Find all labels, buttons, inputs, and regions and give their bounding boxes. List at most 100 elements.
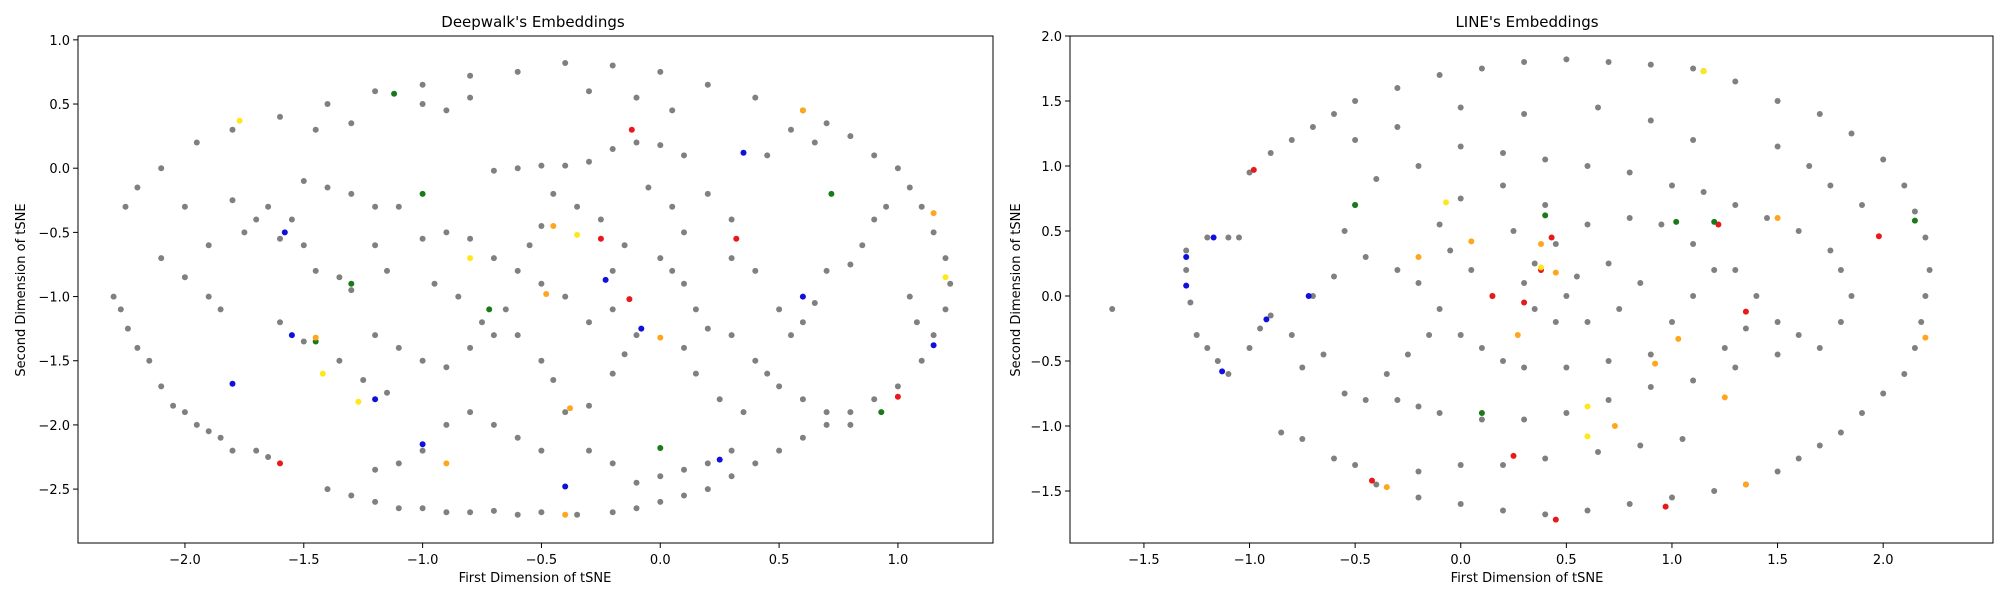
data-point-orange (543, 291, 550, 297)
data-point-gray (681, 152, 687, 159)
data-point-gray (229, 447, 236, 454)
data-point-gray (574, 511, 581, 518)
data-point-gray (930, 332, 937, 339)
data-point-gray (1447, 247, 1454, 254)
data-point-green (1673, 218, 1680, 225)
data-point-gray (277, 235, 283, 242)
data-point-gray (692, 370, 699, 377)
data-point-gray (1911, 208, 1918, 215)
data-point-blue (562, 483, 569, 490)
data-point-gray (692, 306, 699, 313)
data-point-blue (799, 293, 806, 300)
data-point-gray (1563, 56, 1570, 63)
data-point-gray (288, 216, 295, 223)
data-point-gray (550, 190, 557, 197)
x-tick-label: 2.0 (1873, 553, 1894, 568)
data-point-gray (1383, 371, 1390, 377)
data-point-blue (1183, 254, 1190, 260)
data-point-gray (158, 383, 165, 390)
data-point-gray (1795, 455, 1802, 462)
data-point-green (657, 445, 664, 451)
data-point-gray (1880, 156, 1887, 163)
data-point-gray (942, 306, 949, 313)
data-point-red (1548, 234, 1555, 241)
data-point-orange (1468, 238, 1475, 245)
data-point-gray (253, 447, 260, 454)
data-point-gray (181, 203, 188, 210)
x-tick-label: 0.0 (650, 553, 671, 568)
data-point-gray (562, 293, 569, 300)
y-tick-label: −0.5 (38, 226, 70, 241)
x-tick-label: 1.0 (1662, 553, 1683, 568)
data-point-gray (1764, 215, 1770, 221)
data-point-blue (1305, 293, 1312, 299)
data-point-gray (1690, 293, 1697, 299)
data-point-gray (1352, 98, 1359, 104)
data-point-gray (799, 396, 806, 403)
data-point-gray (1436, 72, 1443, 78)
data-point-gray (847, 133, 854, 140)
data-point-gray (894, 383, 901, 390)
data-point-gray (514, 267, 521, 274)
x-tick-label: −1.5 (288, 553, 320, 568)
data-point-gray (538, 509, 545, 516)
data-point-gray (1816, 442, 1823, 449)
data-point-gray (1246, 169, 1253, 176)
plot-frame (1069, 35, 1994, 544)
data-point-gray (122, 203, 129, 210)
data-point-gray (419, 505, 426, 512)
data-point-gray (1732, 202, 1739, 208)
data-point-gray (1721, 345, 1728, 351)
data-point-gray (514, 511, 521, 518)
x-tick-label: −1.5 (1128, 553, 1160, 568)
data-point-gray (1288, 332, 1295, 338)
data-point-gray (170, 402, 177, 409)
data-point-gray (681, 466, 687, 473)
data-point-red (1662, 503, 1669, 510)
data-point-orange (550, 223, 557, 229)
data-point-gray (1563, 364, 1570, 371)
data-point-orange (443, 460, 450, 467)
deepwalk-chart: Deepwalk's Embeddings −2.0 −1.5 −1.0 −0.5 0.… (14, 13, 994, 586)
data-point-gray (1478, 65, 1485, 72)
data-point-gray (1352, 462, 1359, 468)
data-point-gray (609, 306, 616, 313)
data-point-gray (1584, 221, 1591, 228)
data-point-gray (811, 300, 818, 306)
data-point-orange (1514, 332, 1521, 338)
data-point-gray (906, 184, 913, 191)
data-point-gray (1225, 234, 1232, 241)
data-point-gray (277, 319, 283, 326)
data-point-gray (490, 421, 497, 428)
data-point-gray (1542, 156, 1549, 163)
data-point-gray (1436, 306, 1443, 312)
data-point-gray (1521, 364, 1528, 371)
data-point-blue (1219, 368, 1226, 375)
data-point-gray (1246, 345, 1253, 351)
data-point-gray (1669, 319, 1675, 325)
data-point-gray (704, 486, 711, 493)
data-point-gray (1605, 260, 1612, 267)
data-point-gray (1278, 429, 1285, 436)
data-point-blue (1183, 282, 1190, 289)
y-axis: 2.0 1.5 1.0 0.5 0.0 −0.5 −1.0 −1.5 (1030, 30, 1070, 500)
data-point-gray (1341, 390, 1348, 397)
data-point-gray (1415, 468, 1422, 475)
data-point-gray (1637, 280, 1644, 286)
data-point-gray (1918, 319, 1925, 325)
line-chart: LINE's Embeddings −1.5 −1.0 −0.5 0.0 0.5 1.0 1… (1009, 13, 1994, 586)
data-point-gray (1341, 228, 1348, 234)
data-point-gray (728, 255, 735, 262)
data-point-gray (1521, 59, 1528, 65)
data-point-green (1911, 217, 1918, 224)
data-point-gray (1521, 111, 1528, 117)
data-point-gray (217, 306, 224, 313)
y-tick-label: −2.5 (38, 483, 70, 498)
x-axis: −1.5 −1.0 −0.5 0.0 0.5 1.0 1.5 2.0 (1128, 543, 1894, 568)
y-tick-label: −0.5 (1030, 355, 1062, 370)
data-point-gray (657, 255, 664, 262)
data-point-gray (1690, 65, 1697, 72)
data-point-gray (490, 167, 497, 174)
data-point-gray (1563, 410, 1570, 416)
data-point-gray (1690, 137, 1697, 143)
